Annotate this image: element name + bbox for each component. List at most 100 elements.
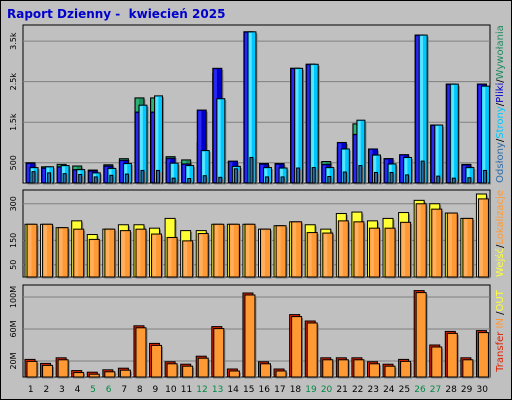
bar-lokalizacje-19-body [306,232,318,278]
bar-transfer-in-18 [291,316,304,379]
bar-transfer-in-17 [275,370,288,379]
x-tick-label: 9 [152,385,158,395]
bar-lokalizacje-14 [228,223,241,279]
x-tick-label: 13 [212,385,223,395]
bar-odslony-3 [62,173,68,185]
panel-2-series-label: Wejść/Lokalizacje [494,190,506,277]
bar-transfer-in-16-body [260,363,271,378]
bar-lokalizacje-11 [182,240,195,279]
bar-lokalizacje-12 [197,233,210,279]
bar-transfer-in-5-body [88,373,100,378]
bar-lokalizacje-24 [384,227,397,279]
x-tick-label: 19 [305,385,317,395]
bar-pliki-23-shine [369,149,373,182]
bar-odslony-22 [358,165,364,185]
bar-odslony-4-body [78,173,83,184]
bar-strony-30 [480,85,491,185]
bar-odslony-10-body [171,177,176,184]
bar-transfer-in-23 [368,363,381,379]
x-tick-label: 21 [336,385,347,395]
bar-transfer-in-23-body [368,363,380,378]
bar-lokalizacje-21-body [337,220,349,278]
bar-lokalizacje-3 [57,227,70,279]
bar-transfer-in-14-body [228,370,240,378]
bar-lokalizacje-30-shine [479,199,483,276]
bar-pliki-7-shine [120,161,124,182]
bar-transfer-in-20-body [322,359,334,378]
bar-lokalizacje-21 [337,220,350,279]
bar-lokalizacje-20-body [322,232,334,278]
bar-odslony-12-body [202,175,207,184]
bar-transfer-in-27 [431,346,444,379]
bar-lokalizacje-29-body [462,217,474,278]
bar-pliki-29-shine [462,165,467,182]
bar-lokalizacje-18-shine [292,222,297,276]
bar-pliki-12-shine [198,111,202,182]
bar-transfer-in-24 [384,365,397,379]
bar-lokalizacje-28-body [446,212,458,278]
bar-transfer-in-21-body [337,359,349,378]
bar-transfer-in-1-body [26,360,38,378]
bar-lokalizacje-17-shine [277,226,281,276]
bar-lokalizacje-25-shine [401,223,406,276]
x-tick-label: 24 [383,385,395,395]
bar-lokalizacje-29-shine [463,219,468,276]
bar-transfer-in-9 [151,344,164,379]
bar-transfer-in-16 [260,363,272,379]
bar-lokalizacje-13-body [213,223,225,278]
bar-transfer-in-11-body [182,365,194,378]
bar-transfer-in-15 [244,294,257,379]
bar-pliki-16-shine [260,164,264,182]
x-tick-label: 6 [106,385,112,395]
bar-lokalizacje-25-body [400,221,412,278]
bar-strony-7-shine [124,164,128,182]
bar-transfer-in-10-body [166,363,178,378]
bar-strony-10-shine [171,164,174,182]
bar-odslony-12 [202,175,208,185]
bar-strony-20-shine [326,168,330,182]
bar-transfer-in-29 [462,359,475,379]
bar-strony-15-shine [248,32,252,183]
x-tick-label: 5 [90,385,96,395]
bar-lokalizacje-2 [42,223,55,279]
bar-odslony-13-body [218,176,223,184]
bar-transfer-in-27-body [431,346,443,378]
bar-lokalizacje-18-body [291,221,303,278]
bar-pliki-6-shine [104,166,108,182]
bar-transfer-in-7 [119,369,132,379]
x-tick-label: 2 [43,385,49,395]
bar-lokalizacje-15-body [244,223,256,278]
bar-odslony-15-body [249,156,254,184]
bar-odslony-29-body [467,177,472,184]
series-label-part: Wywołania [495,25,506,79]
bar-odslony-3-body [62,173,67,184]
bar-odslony-5 [93,176,99,185]
bar-strony-29-shine [466,168,470,182]
bar-lokalizacje-22-shine [354,222,359,276]
bar-transfer-in-12 [197,357,210,379]
bar-odslony-18 [296,167,302,185]
bar-lokalizacje-23-shine [370,229,374,276]
bar-odslony-11 [187,178,193,185]
bar-lokalizacje-4-body [73,228,85,278]
panel-3-frame [22,284,491,378]
bar-lokalizacje-14-shine [230,225,234,276]
bar-strony-13 [216,98,227,185]
bar-strony-18 [294,67,305,185]
bar-pliki-21-shine [338,143,342,182]
bar-lokalizacje-12-shine [199,234,203,276]
bar-odslony-1 [31,171,37,185]
bar-lokalizacje-14-body [228,223,240,278]
x-tick-label: 12 [196,385,207,395]
bar-transfer-in-29-body [462,359,474,378]
bar-odslony-20 [327,176,333,185]
bar-transfer-in-3 [57,359,70,379]
bar-lokalizacje-6-body [104,228,116,278]
x-tick-label: 16 [259,385,271,395]
bar-transfer-in-19-body [306,322,318,378]
bar-odslony-8 [140,169,146,185]
series-label-part: Wejść [494,248,506,277]
bar-odslony-16-body [265,176,269,184]
bar-strony-11-shine [186,166,190,182]
bar-odslony-2-body [47,172,52,184]
